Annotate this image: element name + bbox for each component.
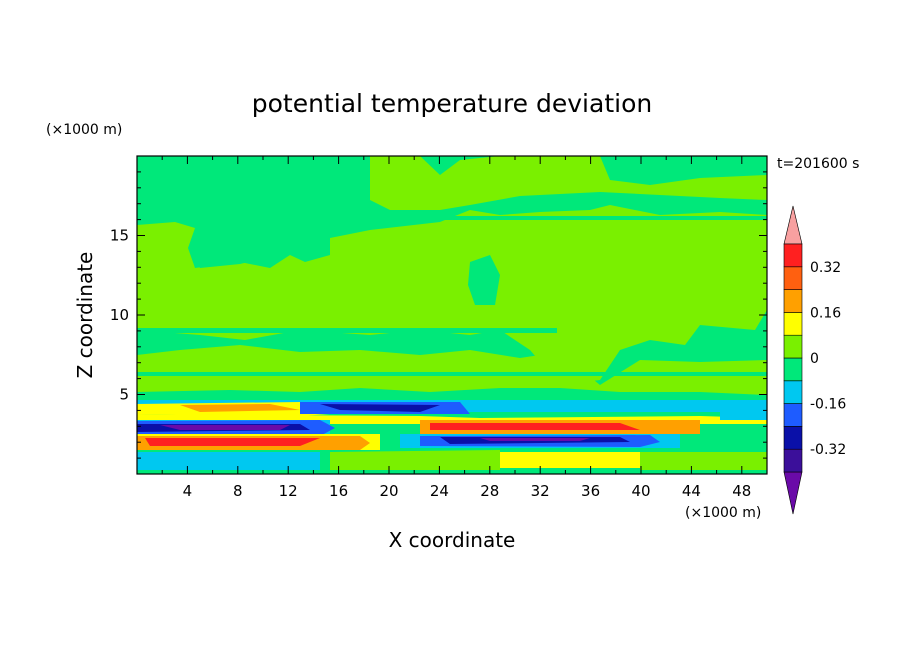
x-tick-label: 24	[430, 482, 449, 500]
colorbar: 0.32 0.16 0 -0.16 -0.32	[783, 205, 846, 515]
contour-field	[137, 156, 767, 474]
y-axis-label: Z coordinate	[73, 252, 97, 379]
y-tick-label: 10	[110, 306, 129, 324]
colorbar-box	[783, 380, 803, 404]
contour-band	[720, 400, 767, 420]
colorbar-tick-label: 0.32	[810, 260, 841, 276]
colorbar-box	[783, 357, 803, 382]
colorbar-tick-label: -0.32	[810, 442, 846, 458]
colorbar-box	[783, 448, 803, 473]
x-tick-label: 20	[379, 482, 398, 500]
x-tick-label: 40	[631, 482, 650, 500]
colorbar-lower-arrow	[783, 471, 803, 515]
x-tick-label: 16	[329, 482, 348, 500]
colorbar-tick-label: 0.16	[810, 305, 841, 321]
x-tick-label: 28	[480, 482, 499, 500]
contour-stripe	[137, 372, 767, 376]
x-tick-label: 44	[682, 482, 701, 500]
x-tick-label: 32	[531, 482, 550, 500]
contour-band	[430, 423, 640, 430]
colorbar-box	[783, 426, 803, 450]
contour-band	[330, 450, 500, 470]
contour-band	[640, 452, 767, 470]
x-tick-label: 36	[581, 482, 600, 500]
contour-band	[480, 438, 590, 441]
y-tick-label: 15	[110, 227, 129, 245]
y-unit-label: (×1000 m)	[46, 122, 122, 138]
x-tick-label: 48	[732, 482, 751, 500]
contour-region-positive-upper	[137, 205, 767, 385]
contour-band	[320, 404, 440, 412]
contour-region-positive-top	[370, 156, 767, 210]
contour-stripe	[137, 328, 557, 333]
contour-band	[137, 452, 320, 470]
colorbar-box	[783, 289, 803, 313]
x-axis-label: X coordinate	[389, 528, 516, 552]
contour-band	[145, 438, 320, 446]
contour-stripe	[137, 216, 767, 220]
colorbar-tick-label: 0	[810, 351, 819, 367]
contour-band	[180, 404, 300, 412]
contour-band	[160, 425, 290, 430]
contour-region-negative-blob-1	[468, 255, 500, 305]
y-tick-label: 5	[119, 386, 129, 404]
x-unit-label: (×1000 m)	[685, 505, 761, 521]
colorbar-box	[783, 312, 803, 336]
colorbar-box	[783, 403, 803, 427]
colorbar-box	[783, 266, 803, 290]
time-label: t=201600 s	[777, 156, 859, 172]
x-tick-label: 4	[183, 482, 193, 500]
x-tick-label: 8	[233, 482, 243, 500]
contour-region-negative-blob-2	[190, 232, 265, 268]
colorbar-box	[783, 334, 803, 359]
colorbar-upper-arrow	[783, 205, 803, 245]
x-tick-label: 12	[279, 482, 298, 500]
colorbar-box	[783, 243, 803, 268]
colorbar-tick-label: -0.16	[810, 397, 846, 413]
contour-band	[500, 452, 640, 468]
contour-region-positive-lower	[137, 345, 767, 395]
chart-title: potential temperature deviation	[252, 89, 652, 118]
